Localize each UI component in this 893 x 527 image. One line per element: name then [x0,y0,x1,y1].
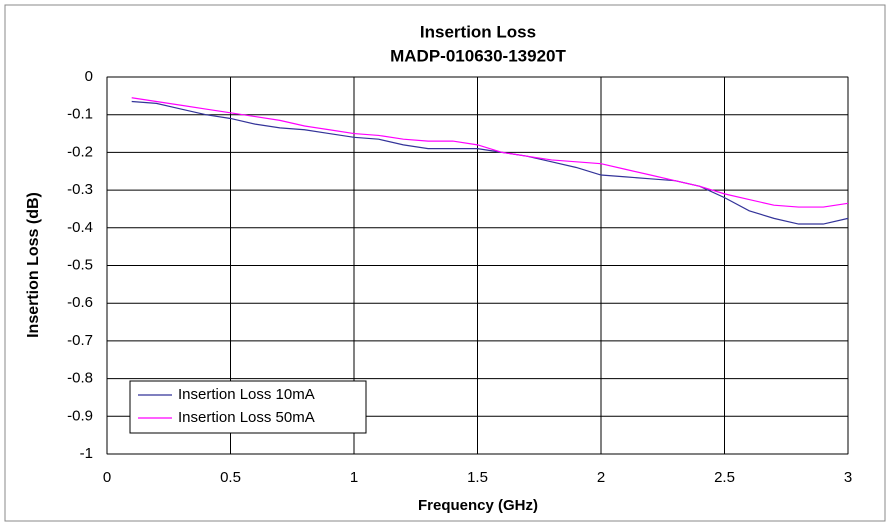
y-tick-label: -1 [80,445,93,462]
y-tick-label: -0.6 [67,294,93,311]
y-tick-label: -0.4 [67,219,93,236]
y-tick-label: -0.5 [67,256,93,273]
y-tick-label: -0.1 [67,106,93,123]
y-axis-label: Insertion Loss (dB) [25,192,42,338]
y-tick-label: -0.7 [67,332,93,349]
x-tick-label: 0 [103,469,111,486]
x-tick-label: 1.5 [467,469,488,486]
x-tick-label: 2.5 [714,469,735,486]
x-tick-label: 3 [844,469,852,486]
y-tick-label: -0.9 [67,407,93,424]
y-tick-label: -0.8 [67,370,93,387]
legend-box [129,380,367,434]
series-line [131,100,849,225]
x-tick-label: 0.5 [220,469,241,486]
chart-subtitle: MADP-010630-13920T [390,46,566,65]
x-tick-label: 2 [597,469,605,486]
x-tick-label: 1 [350,469,358,486]
x-axis-label: Frequency (GHz) [418,497,538,514]
y-tick-label: 0 [85,68,93,85]
series-line [131,97,849,208]
chart-title: Insertion Loss [420,22,536,41]
legend-label: Insertion Loss 50mA [178,409,315,426]
y-tick-label: -0.3 [67,181,93,198]
legend-label: Insertion Loss 10mA [178,386,315,403]
y-tick-label: -0.2 [67,143,93,160]
